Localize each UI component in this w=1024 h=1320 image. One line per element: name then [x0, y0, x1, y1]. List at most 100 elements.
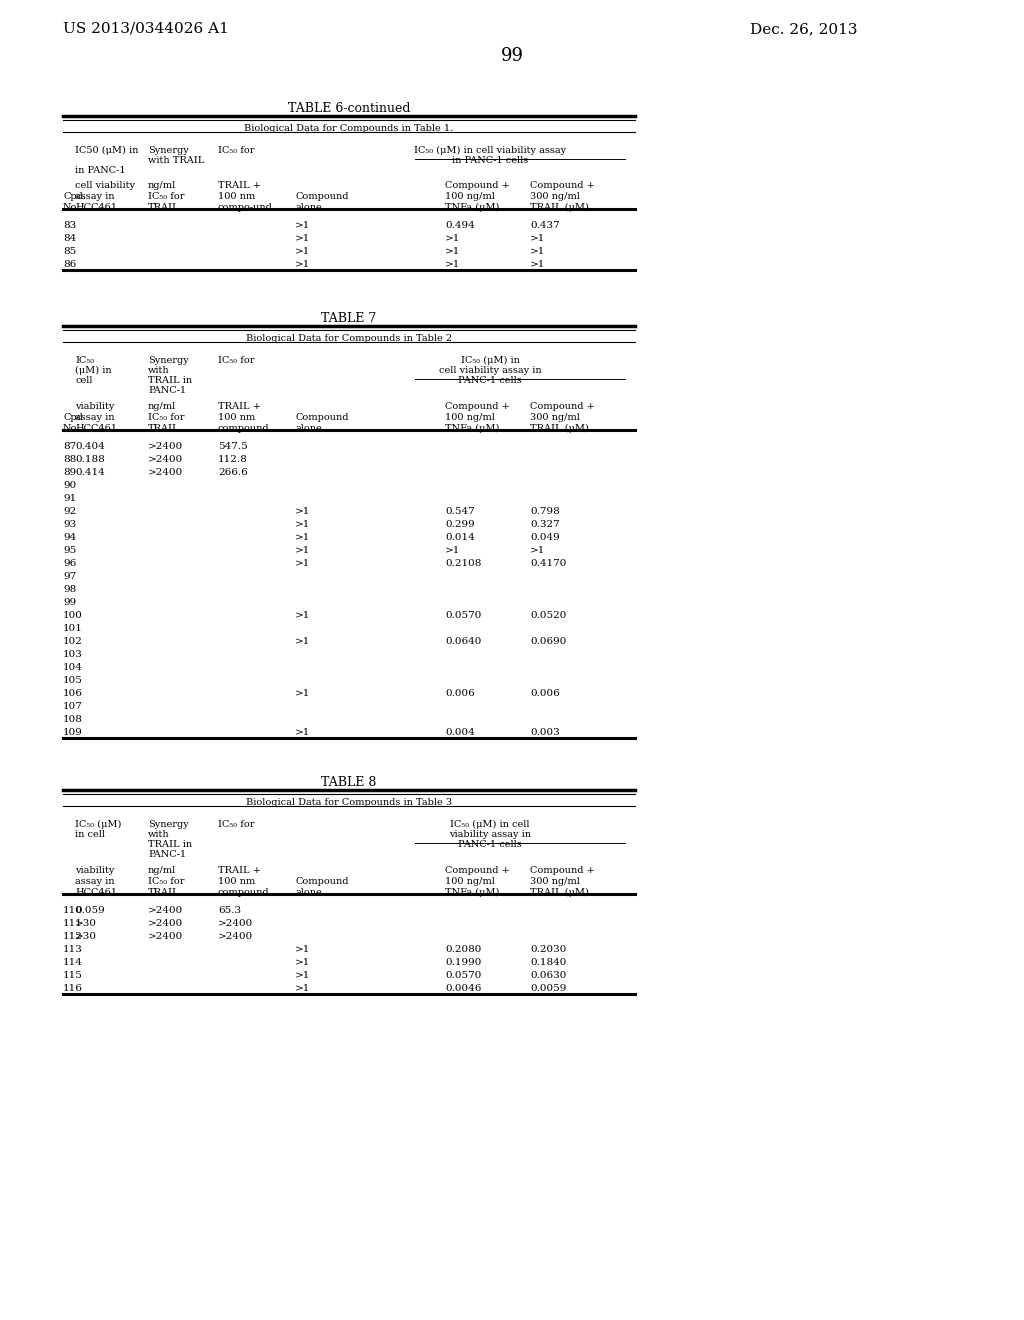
Text: 105: 105 — [63, 676, 83, 685]
Text: assay in: assay in — [75, 413, 115, 422]
Text: 102: 102 — [63, 638, 83, 645]
Text: 99: 99 — [501, 48, 523, 65]
Text: PANC-1 cells: PANC-1 cells — [458, 376, 522, 385]
Text: ng/ml: ng/ml — [148, 181, 176, 190]
Text: >1: >1 — [530, 546, 546, 554]
Text: >1: >1 — [295, 234, 310, 243]
Text: >1: >1 — [295, 689, 310, 698]
Text: 0.0640: 0.0640 — [445, 638, 481, 645]
Text: IC₅₀ (μM) in cell: IC₅₀ (μM) in cell — [451, 820, 529, 829]
Text: Compound +: Compound + — [530, 403, 595, 411]
Text: TRAIL +: TRAIL + — [218, 866, 261, 875]
Text: TRAIL: TRAIL — [148, 203, 179, 213]
Text: Compound +: Compound + — [530, 181, 595, 190]
Text: 0.0630: 0.0630 — [530, 972, 566, 979]
Text: >2400: >2400 — [148, 469, 183, 477]
Text: TRAIL: TRAIL — [148, 888, 179, 898]
Text: alone: alone — [295, 203, 322, 213]
Text: assay in: assay in — [75, 191, 115, 201]
Text: assay in: assay in — [75, 876, 115, 886]
Text: >1: >1 — [295, 983, 310, 993]
Text: >1: >1 — [295, 945, 310, 954]
Text: TABLE 8: TABLE 8 — [322, 776, 377, 789]
Text: in cell: in cell — [75, 830, 105, 840]
Text: 300 ng/ml: 300 ng/ml — [530, 876, 580, 886]
Text: IC50 (μM) in: IC50 (μM) in — [75, 147, 138, 156]
Text: 87: 87 — [63, 442, 76, 451]
Text: Dec. 26, 2013: Dec. 26, 2013 — [750, 22, 857, 36]
Text: 0.414: 0.414 — [75, 469, 104, 477]
Text: HCC461: HCC461 — [75, 424, 117, 433]
Text: IC₅₀ (μM) in cell viability assay: IC₅₀ (μM) in cell viability assay — [414, 147, 566, 156]
Text: 0.0690: 0.0690 — [530, 638, 566, 645]
Text: 99: 99 — [63, 598, 76, 607]
Text: IC₅₀ for: IC₅₀ for — [218, 147, 255, 154]
Text: >1: >1 — [445, 546, 461, 554]
Text: >1: >1 — [295, 611, 310, 620]
Text: TRAIL +: TRAIL + — [218, 403, 261, 411]
Text: 107: 107 — [63, 702, 83, 711]
Text: 0.188: 0.188 — [75, 455, 104, 465]
Text: >1: >1 — [295, 247, 310, 256]
Text: compo-und: compo-und — [218, 203, 272, 213]
Text: cell viability: cell viability — [75, 181, 135, 190]
Text: PANC-1 cells: PANC-1 cells — [458, 840, 522, 849]
Text: 96: 96 — [63, 558, 76, 568]
Text: PANC-1: PANC-1 — [148, 850, 186, 859]
Text: 100: 100 — [63, 611, 83, 620]
Text: 0.006: 0.006 — [445, 689, 475, 698]
Text: with: with — [148, 366, 170, 375]
Text: in PANC-1 cells: in PANC-1 cells — [452, 156, 528, 165]
Text: >1: >1 — [295, 546, 310, 554]
Text: IC₅₀ for: IC₅₀ for — [148, 876, 184, 886]
Text: IC₅₀ (μM) in: IC₅₀ (μM) in — [461, 356, 519, 366]
Text: 91: 91 — [63, 494, 76, 503]
Text: No.: No. — [63, 203, 80, 213]
Text: 0.0059: 0.0059 — [530, 983, 566, 993]
Text: Compound: Compound — [295, 191, 348, 201]
Text: 0.404: 0.404 — [75, 442, 104, 451]
Text: >2400: >2400 — [148, 932, 183, 941]
Text: viability: viability — [75, 403, 115, 411]
Text: IC₅₀ for: IC₅₀ for — [148, 413, 184, 422]
Text: 266.6: 266.6 — [218, 469, 248, 477]
Text: Compound +: Compound + — [445, 866, 510, 875]
Text: >1: >1 — [445, 247, 461, 256]
Text: HCC461: HCC461 — [75, 203, 117, 213]
Text: 0.0570: 0.0570 — [445, 611, 481, 620]
Text: >1: >1 — [295, 638, 310, 645]
Text: Biological Data for Compounds in Table 2: Biological Data for Compounds in Table 2 — [246, 334, 452, 343]
Text: 0.547: 0.547 — [445, 507, 475, 516]
Text: IC₅₀ for: IC₅₀ for — [148, 191, 184, 201]
Text: TNFa (μM): TNFa (μM) — [445, 424, 500, 433]
Text: 104: 104 — [63, 663, 83, 672]
Text: >2400: >2400 — [148, 919, 183, 928]
Text: 92: 92 — [63, 507, 76, 516]
Text: viability: viability — [75, 866, 115, 875]
Text: 100 nm: 100 nm — [218, 413, 255, 422]
Text: 100 ng/ml: 100 ng/ml — [445, 876, 495, 886]
Text: 0.014: 0.014 — [445, 533, 475, 543]
Text: compound: compound — [218, 888, 269, 898]
Text: TNFa (μM): TNFa (μM) — [445, 888, 500, 898]
Text: 90: 90 — [63, 480, 76, 490]
Text: TRAIL (μM): TRAIL (μM) — [530, 888, 589, 898]
Text: >30: >30 — [75, 919, 97, 928]
Text: 95: 95 — [63, 546, 76, 554]
Text: 84: 84 — [63, 234, 76, 243]
Text: >1: >1 — [445, 260, 461, 269]
Text: 103: 103 — [63, 649, 83, 659]
Text: compound: compound — [218, 424, 269, 433]
Text: Biological Data for Compounds in Table 1.: Biological Data for Compounds in Table 1… — [245, 124, 454, 133]
Text: 0.0520: 0.0520 — [530, 611, 566, 620]
Text: >1: >1 — [295, 260, 310, 269]
Text: with TRAIL: with TRAIL — [148, 156, 205, 165]
Text: 110: 110 — [63, 906, 83, 915]
Text: TNFa (μM): TNFa (μM) — [445, 203, 500, 213]
Text: 112: 112 — [63, 932, 83, 941]
Text: (μM) in: (μM) in — [75, 366, 112, 375]
Text: 97: 97 — [63, 572, 76, 581]
Text: 0.0570: 0.0570 — [445, 972, 481, 979]
Text: Synergy: Synergy — [148, 147, 188, 154]
Text: 108: 108 — [63, 715, 83, 723]
